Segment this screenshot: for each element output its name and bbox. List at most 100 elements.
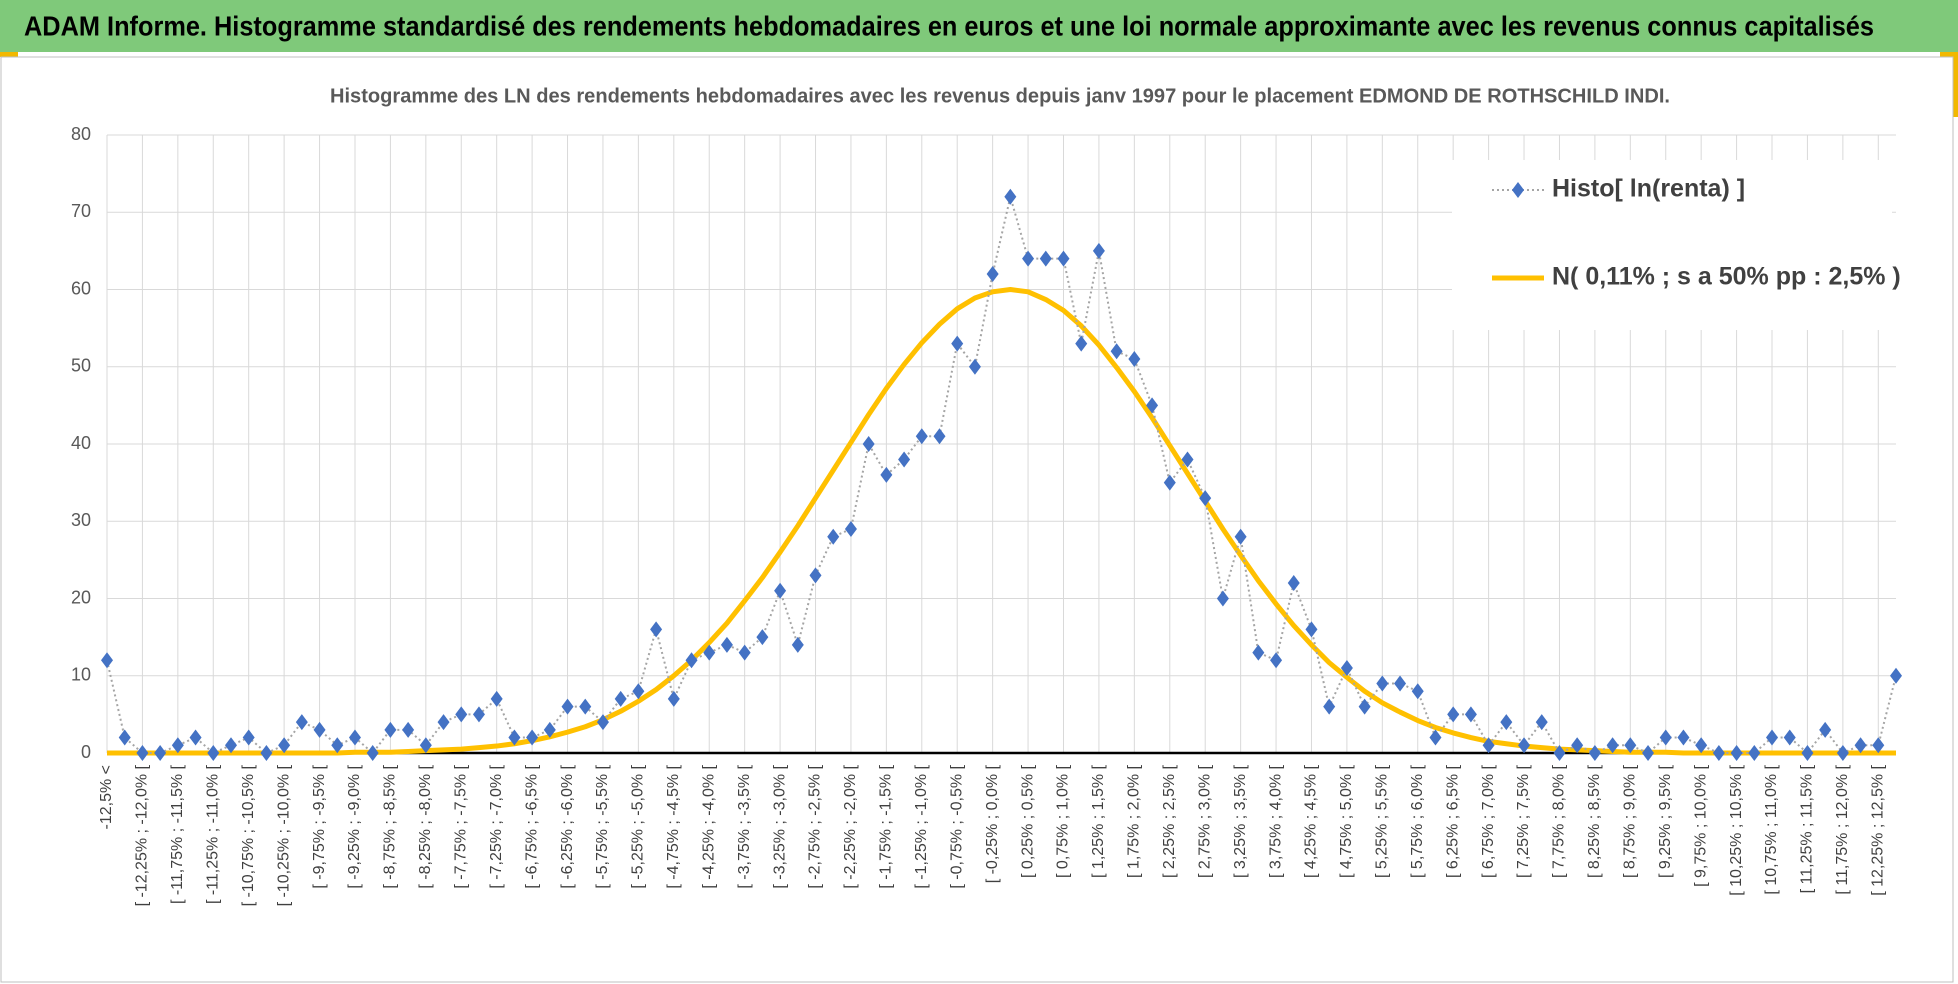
data-point [1571,737,1584,754]
x-tick-label: [ 5,75% ; 6,0% [ [1409,764,1426,878]
data-point [1766,729,1779,746]
x-tick-label: [ 4,25% ; 4,5% [ [1303,764,1320,878]
x-tick-label: [ -11,75% ; -11,5% [ [169,764,186,904]
data-point [756,629,769,646]
header-title: ADAM Informe. Histogramme standardisé de… [24,10,1874,41]
x-tick-label: [ 10,75% ; 11,0% [ [1763,764,1780,894]
x-tick-label: [ -11,25% ; -11,0% [ [204,764,221,904]
x-tick-label: [ -12,25% ; -12,0% [ [134,764,151,906]
data-point [1411,683,1424,700]
x-tick-label: [ 7,25% ; 7,5% [ [1515,764,1532,878]
x-tick-label: [ 7,75% ; 8,0% [ [1551,764,1568,878]
data-point [968,358,981,375]
x-tick-label: [ -3,75% ; -3,5% [ [736,764,753,888]
data-point [101,652,113,669]
data-point [579,698,592,715]
data-point [1004,188,1017,205]
data-point [986,266,999,283]
data-point [1588,745,1601,761]
data-point [1872,737,1885,754]
data-point [455,706,468,723]
data-point [1677,729,1690,746]
data-point [1819,721,1832,738]
data-point [1128,351,1141,368]
x-tick-label: [ 6,25% ; 6,5% [ [1444,764,1461,878]
y-tick-label: 10 [71,665,91,685]
data-point [419,737,432,754]
data-point [136,745,149,761]
data-point [1216,590,1229,607]
data-point [703,644,716,661]
data-point [1447,706,1460,723]
x-tick-label: [ -8,25% ; -8,0% [ [417,764,434,888]
x-tick-label: [ -7,75% ; -7,5% [ [452,764,469,888]
x-tick-label: [ 0,25% ; 0,5% [ [1019,764,1036,878]
data-point [1376,675,1389,692]
x-tick-label: [ -5,25% ; -5,0% [ [630,764,647,888]
x-tick-label: [ -6,25% ; -6,0% [ [559,764,576,888]
data-point [224,737,237,754]
x-tick-label: [ -10,25% ; -10,0% [ [275,764,292,906]
y-tick-label: 60 [71,278,91,298]
x-tick-label: [ -6,75% ; -6,5% [ [523,764,540,888]
x-tick-label: [ 8,75% ; 9,0% [ [1622,764,1639,878]
x-tick-label: -12,5% < [98,765,115,829]
data-point [1234,528,1247,545]
data-point [844,520,857,537]
data-point [862,436,875,452]
data-point [1039,250,1052,267]
legend-label: N( 0,11% ; s a 50% pp : 2,5% ) [1552,263,1901,291]
chart-border [0,56,1954,983]
data-point [650,621,663,638]
data-point [1057,250,1070,267]
data-point [207,745,220,761]
corner [0,52,18,57]
data-point [1801,745,1814,761]
data-point [1553,745,1566,761]
x-tick-label: [ 6,75% ; 7,0% [ [1480,764,1497,878]
x-tick-label: [ -5,75% ; -5,5% [ [594,764,611,888]
data-point [260,745,273,761]
data-point [1092,242,1105,259]
x-tick-label: [ 3,75% ; 4,0% [ [1267,764,1284,878]
y-tick-label: 20 [71,587,91,607]
y-tick-label: 50 [71,356,91,376]
x-tick-label: [ -3,25% ; -3,0% [ [771,764,788,888]
data-point [313,721,326,738]
data-point [1340,660,1353,677]
data-point [543,721,556,738]
data-point [720,636,733,653]
data-point [1518,737,1531,754]
data-point [1783,729,1796,746]
data-point [1500,714,1513,731]
data-point [295,714,308,731]
x-tick-label: [ 4,75% ; 5,0% [ [1338,764,1355,878]
y-tick-label: 40 [71,433,91,453]
data-point [402,721,415,738]
data-point [437,714,450,731]
data-point [1890,667,1902,684]
data-point [242,729,255,746]
data-point [1287,575,1300,592]
x-tick-label: [ 9,25% ; 9,5% [ [1657,764,1674,878]
data-point [1323,698,1336,715]
data-point [1270,652,1283,669]
data-point [614,690,627,707]
data-point [1464,706,1477,723]
x-tick-label: [ -10,75% ; -10,5% [ [240,764,257,906]
data-point [1358,698,1371,715]
header-bar [0,0,1958,52]
x-tick-label: [ 11,25% ; 11,5% [ [1799,764,1816,893]
legend-box [1452,160,1892,330]
data-point [1854,737,1867,754]
data-point [1535,714,1548,731]
x-tick-label: [ 9,75% ; 10,0% [ [1692,764,1709,886]
data-point [880,466,893,483]
data-point [1181,451,1194,468]
y-tick-label: 0 [81,742,91,762]
data-point [1429,729,1442,746]
data-point [118,729,131,746]
data-point [1199,490,1212,507]
x-tick-label: [ 5,25% ; 5,5% [ [1374,764,1391,878]
